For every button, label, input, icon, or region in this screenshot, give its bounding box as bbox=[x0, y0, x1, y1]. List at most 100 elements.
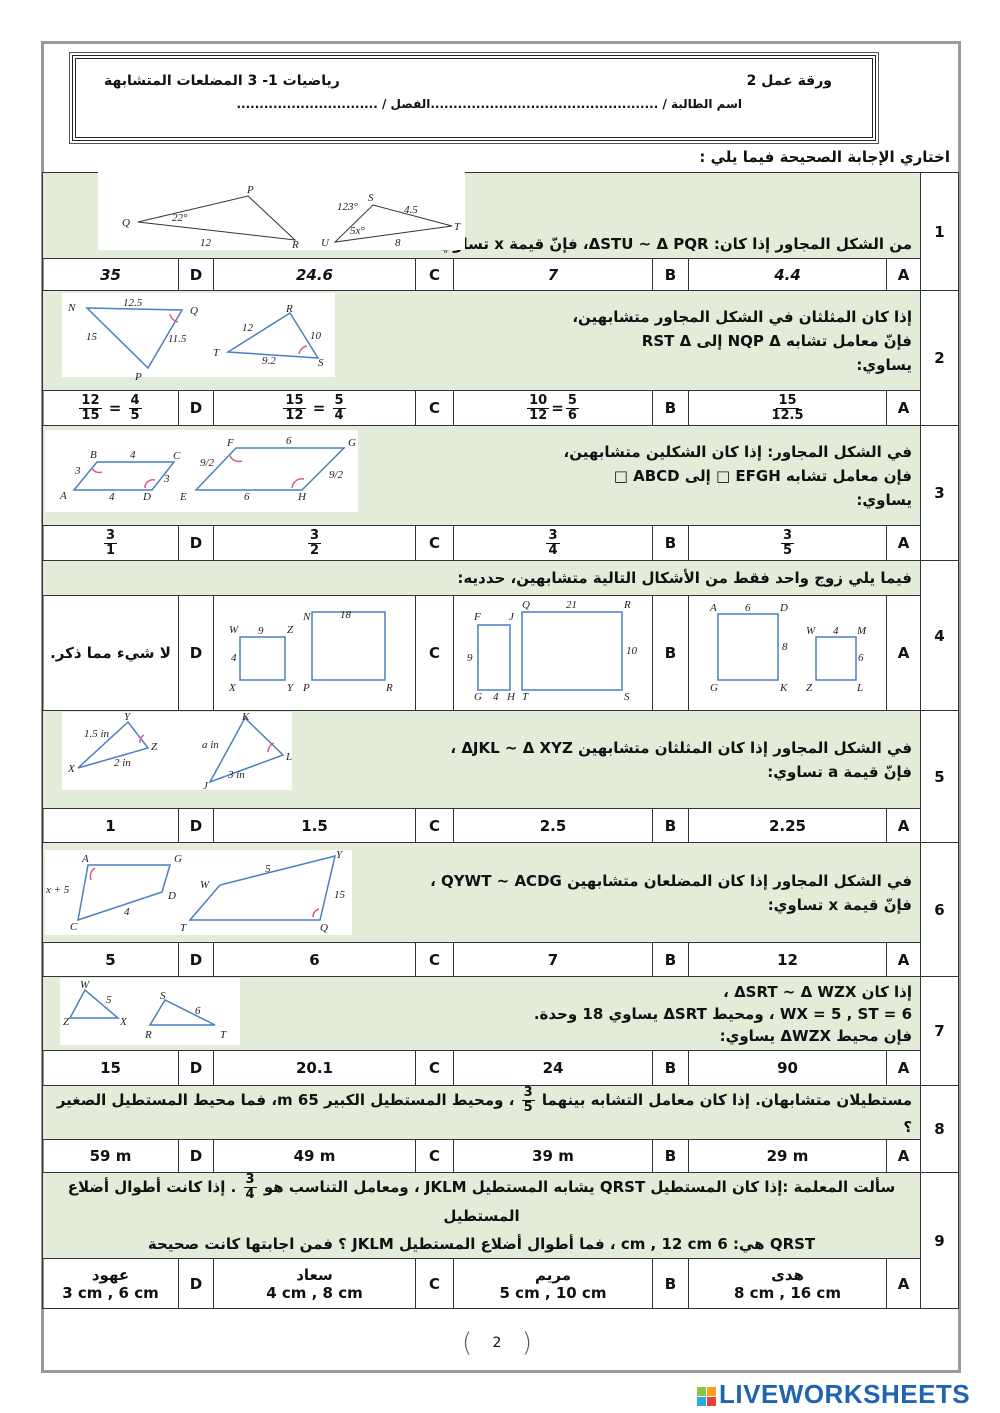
option-a[interactable]: 90 bbox=[688, 1050, 887, 1086]
option-d[interactable]: 1 bbox=[42, 808, 179, 843]
denominator: 1 bbox=[105, 542, 116, 558]
question-line: فيما يلي زوج واحد فقط من الأشكال التالية… bbox=[457, 569, 913, 587]
option-c[interactable]: 49 m bbox=[213, 1139, 416, 1173]
brand-text: LIVEWORKSHEETS bbox=[719, 1379, 971, 1409]
question-number: 1 bbox=[920, 172, 960, 291]
numerator: 15 bbox=[283, 392, 306, 409]
student-name: سعاد bbox=[296, 1265, 333, 1284]
question-line: فإنّ معامل تشابه NQP Δ إلى RST Δ bbox=[641, 331, 913, 350]
option-b[interactable]: 24 bbox=[453, 1050, 653, 1086]
option-letter: A bbox=[885, 1139, 922, 1173]
question-line: فإنّ قيمة a تساوي: bbox=[767, 762, 913, 781]
option-c[interactable]: 20.1 bbox=[213, 1050, 416, 1086]
question-text-before: مستطيلان متشابهان. إذا كان معامل التشابه… bbox=[541, 1091, 913, 1109]
answer-value: 3 cm , 6 cm bbox=[62, 1283, 159, 1302]
denominator: 15 bbox=[81, 407, 100, 423]
option-letter: C bbox=[415, 595, 454, 711]
question-number: 4 bbox=[920, 560, 960, 711]
option-a[interactable]: 12 bbox=[688, 942, 887, 977]
option-d[interactable]: عهود 3 cm , 6 cm bbox=[42, 1258, 179, 1309]
option-d[interactable]: 5 bbox=[42, 942, 179, 977]
liveworksheets-icon bbox=[697, 1386, 716, 1406]
option-c[interactable]: 1.5 bbox=[213, 808, 416, 843]
option-letter: C bbox=[415, 390, 454, 426]
option-letter: B bbox=[652, 595, 689, 711]
denominator: 4 bbox=[548, 542, 558, 558]
option-letter: B bbox=[652, 1050, 689, 1086]
option-a[interactable]: هدى 8 cm , 16 cm bbox=[688, 1258, 887, 1309]
numerator: 3 bbox=[521, 1085, 535, 1101]
question-line: فإن معامل تشابه EFGH □ إلى ABCD □ bbox=[613, 466, 913, 485]
option-c[interactable] bbox=[213, 595, 416, 711]
option-letter: D bbox=[178, 258, 214, 291]
option-b[interactable]: 7 bbox=[453, 258, 653, 291]
question-line: في الشكل المجاور: إذا كان الشكلين متشابه… bbox=[563, 442, 913, 461]
option-c[interactable]: سعاد 4 cm , 8 cm bbox=[213, 1258, 416, 1309]
questions-table: من الشكل المجاور إذا كان: ΔSTU ~ Δ PQR، … bbox=[41, 172, 960, 1309]
option-letter: C bbox=[415, 1050, 454, 1086]
option-b[interactable]: 2.5 bbox=[453, 808, 653, 843]
option-letter: C bbox=[415, 1139, 454, 1173]
option-d[interactable]: 35 bbox=[42, 258, 179, 291]
option-letter: D bbox=[178, 525, 214, 561]
bracket-right-icon: ) bbox=[521, 1328, 532, 1358]
option-a[interactable]: 4.4 bbox=[688, 258, 887, 291]
option-letter: D bbox=[178, 1050, 214, 1086]
option-b[interactable]: 10 12 = 5 6 bbox=[453, 390, 653, 426]
denominator: 5 bbox=[130, 407, 140, 423]
student-name: هدى bbox=[771, 1265, 804, 1284]
option-letter: D bbox=[178, 1139, 214, 1173]
option-b[interactable]: مريم 5 cm , 10 cm bbox=[453, 1258, 653, 1309]
numerator: 3 bbox=[103, 527, 118, 544]
option-d[interactable]: لا شيء مما ذكر. bbox=[42, 595, 179, 711]
option-a[interactable]: 29 m bbox=[688, 1139, 887, 1173]
option-a[interactable]: 2.25 bbox=[688, 808, 887, 843]
denominator: 4 bbox=[334, 407, 344, 423]
question-9-text: سألت المعلمة :إذا كان المستطيل QRST يشاب… bbox=[41, 1172, 922, 1259]
option-c[interactable]: 6 bbox=[213, 942, 416, 977]
option-a[interactable]: 15 12.5 bbox=[688, 390, 887, 426]
question-line: إذا كان ΔSRT ~ Δ WZX ، bbox=[723, 982, 913, 1001]
option-b[interactable] bbox=[453, 595, 653, 711]
numerator: 5 bbox=[565, 392, 579, 409]
option-letter: B bbox=[652, 1258, 689, 1309]
option-a[interactable] bbox=[688, 595, 887, 711]
question-2-text: إذا كان المثلثان في الشكل المجاور متشابه… bbox=[41, 290, 922, 391]
option-b[interactable]: 7 bbox=[453, 942, 653, 977]
option-letter: C bbox=[415, 258, 454, 291]
question-number: 3 bbox=[920, 425, 960, 561]
question-text-after: . إذا كانت أطوال أضلاع المستطيل bbox=[67, 1178, 520, 1225]
denominator: 4 bbox=[245, 1187, 255, 1202]
denominator: 12 bbox=[529, 407, 548, 423]
question-line: فإنّ قيمة x تساوي: bbox=[767, 895, 913, 914]
option-letter: A bbox=[885, 390, 922, 426]
question-number: 5 bbox=[920, 710, 960, 843]
question-text-before: سألت المعلمة :إذا كان المستطيل QRST يشاب… bbox=[263, 1178, 896, 1196]
question-3-text: في الشكل المجاور: إذا كان الشكلين متشابه… bbox=[41, 425, 922, 526]
option-letter: B bbox=[652, 808, 689, 843]
question-text-after: ، ومحيط المستطيل الكبير 65 m، فما محيط ا… bbox=[56, 1091, 913, 1136]
option-d[interactable]: 15 bbox=[42, 1050, 179, 1086]
option-letter: B bbox=[652, 525, 689, 561]
option-letter: A bbox=[885, 258, 922, 291]
option-c[interactable]: 24.6 bbox=[213, 258, 416, 291]
question-number: 9 bbox=[920, 1172, 960, 1309]
question-line: سألت المعلمة :إذا كان المستطيل QRST يشاب… bbox=[51, 1173, 912, 1230]
option-letter: B bbox=[652, 258, 689, 291]
question-line: من الشكل المجاور إذا كان: ΔSTU ~ Δ PQR، … bbox=[433, 235, 913, 253]
numerator: 3 bbox=[307, 527, 322, 544]
option-letter: D bbox=[178, 808, 214, 843]
option-b[interactable]: 39 m bbox=[453, 1139, 653, 1173]
question-6-text: في الشكل المجاور إذا كان المضلعان متشابه… bbox=[41, 842, 922, 943]
student-name: عهود bbox=[91, 1265, 130, 1284]
option-d[interactable]: 59 m bbox=[42, 1139, 179, 1173]
question-4-text: فيما يلي زوج واحد فقط من الأشكال التالية… bbox=[41, 560, 922, 596]
bracket-left-icon: ( bbox=[462, 1328, 473, 1358]
worksheet-header: ورقة عمل 2 رياضيات 1- 3 المضلعات المتشاب… bbox=[69, 52, 879, 144]
